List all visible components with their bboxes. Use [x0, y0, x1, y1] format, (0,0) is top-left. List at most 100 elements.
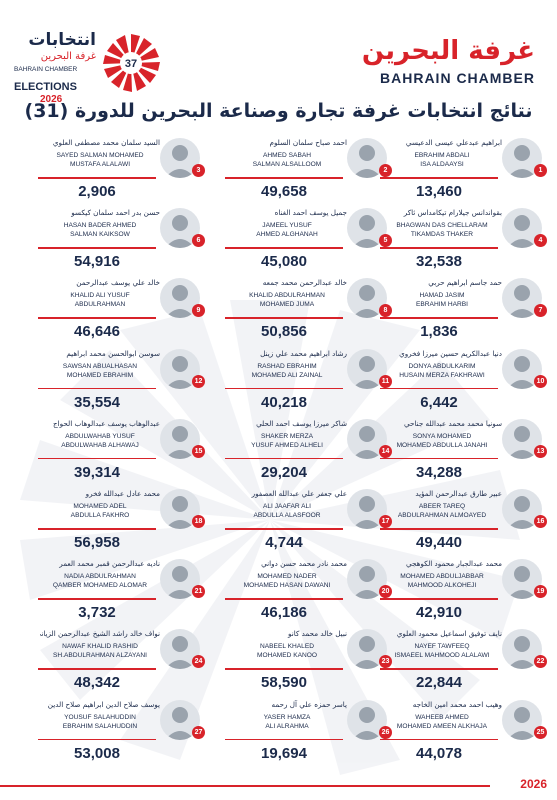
- candidate-name-en-line1: NADIA ABDULRAHMAN: [64, 573, 136, 581]
- candidate-divider: [38, 317, 156, 319]
- candidate-votes: 2,906: [78, 183, 116, 200]
- footer-divider: [0, 785, 490, 787]
- candidate-name-en-line1: SONYA MOHAMED: [412, 432, 472, 440]
- elections-title-en: ELECTIONS: [14, 81, 77, 93]
- candidate-card: عبير طارق عبدالرحمن المؤيد ABEER TAREQ ABD…: [380, 489, 547, 559]
- candidate-name-en: YOUSUF SALAHUDDIN EBRAHIM SALAHUDDIN: [40, 713, 160, 731]
- candidate-card: عبدالوهاب يوسف عبدالوهاب الحواج ABDULWAHA…: [38, 418, 205, 489]
- candidate-name-en: RASHAD EBRAHIM MOHAMED ALI ZAINAL: [227, 362, 347, 380]
- candidate-name-en-line2: MOHAMED JUMA: [259, 301, 315, 309]
- candidate-name-en-line1: RASHAD EBRAHIM: [257, 362, 317, 370]
- candidate-votes: 46,186: [261, 604, 307, 622]
- candidate-photo: [502, 489, 542, 529]
- candidate-name-en-line2: ABDULRAHMAN ALMOAYED: [397, 512, 487, 519]
- candidate-photo: [502, 629, 542, 670]
- candidate-divider: [38, 387, 156, 390]
- candidate-name-en: SHAKER MERZA YUSUF AHMED ALHELI: [227, 432, 347, 450]
- candidate-name-en: BHAGWAN DAS CHELLARAM TIKAMDAS THAKER: [382, 221, 502, 239]
- candidate-name-en-line2: TIKAMDAS THAKER: [410, 231, 474, 239]
- candidate-name-en-line1: SAWSAN ABUALHASAN: [62, 362, 138, 370]
- candidate-card: يوسف صلاح الدين ابراهيم صلاح الدين YOUSUF…: [38, 699, 205, 770]
- candidate-name-en-line1: KHALID ABDULRAHMAN: [249, 292, 325, 300]
- candidate-divider: [225, 457, 343, 460]
- candidate-name-en-line2: EBRAHIM HARBI: [415, 301, 469, 309]
- candidate-divider: [38, 668, 156, 670]
- candidate-name-ar: سوسن ابوالحسن محمد ابراهيم: [66, 348, 160, 358]
- candidate-card: محمد عبدالجبار محمود الكوهجي MOHAMED ABDU…: [380, 559, 547, 629]
- candidate-votes: 42,910: [416, 604, 462, 622]
- candidate-name-en-line1: AHMED SABAH: [263, 152, 311, 159]
- candidate-name-en-line2: MAHMOOD ALKOHEJI: [407, 582, 477, 590]
- candidate-name-en-line1: SHAKER MERZA: [260, 432, 314, 440]
- candidate-number-badge: 14: [379, 444, 392, 458]
- candidate-name-en: HASAN BADER AHMED SALMAN KAIKSOW: [40, 221, 160, 239]
- candidate-name-ar: حمد جاسم ابراهيم حربي: [428, 278, 502, 288]
- candidate-card: حمد جاسم ابراهيم حربي HAMAD JASIM EBRAHIM …: [380, 278, 547, 348]
- candidate-name-en-line1: JAMEEL YUSUF: [262, 222, 312, 230]
- candidate-divider: [380, 738, 498, 741]
- candidate-photo: [160, 629, 200, 670]
- candidate-name-en-line2: MOHAMED ABDULLA JANAHI: [396, 441, 488, 449]
- candidate-card: خالد عبدالرحمن محمد جمعه KHALID ABDULRAHM…: [225, 278, 392, 348]
- candidate-card: وهيب احمد محمد امين الخاجه WAHEEB AHMED MO…: [380, 699, 547, 770]
- candidate-name-en-line2: ABDULLA FAKHRO: [70, 512, 130, 519]
- chamber-name-en: BAHRAIN CHAMBER: [380, 70, 535, 86]
- candidate-card: ابراهيم عبدعلي عيسى الدعيسي EBRAHIM ABDAL…: [380, 138, 547, 208]
- candidate-name-en-line1: HASAN BADER AHMED: [63, 222, 137, 230]
- candidate-name-en-line2: ABDULRAHMAN: [74, 301, 126, 309]
- candidate-name-ar: عبدالوهاب يوسف عبدالوهاب الحواج: [53, 418, 160, 428]
- candidate-photo: [160, 348, 200, 389]
- candidate-card: دنيا عبدالكريم حسين ميرزا فخروي DONYA ABD…: [380, 348, 547, 419]
- candidate-card: خالد علي يوسف عبدالرحمن KHALID ALI YUSUF A…: [38, 278, 205, 348]
- candidate-number-badge: 18: [192, 515, 205, 528]
- candidate-name-en: WAHEEB AHMED MOHAMED AMEEN ALKHAJA: [382, 713, 502, 731]
- page-title: نتائج انتخابات غرفة تجارة وصناعة البحرين…: [24, 100, 533, 122]
- candidate-divider: [380, 247, 498, 249]
- candidate-name-en-line1: NAYEF TAWFEEQ: [414, 643, 470, 651]
- candidate-name-en-line2: QAMBER MOHAMED ALOMAR: [52, 582, 148, 590]
- candidate-votes: 3,732: [78, 604, 116, 622]
- candidate-name-ar: ناديه عبدالرحمن قمبر محمد العمر: [59, 559, 160, 569]
- candidate-card: سونيا محمد محمد عبدالله جناحي SONYA MOHAM…: [380, 418, 547, 489]
- candidate-divider: [225, 738, 343, 741]
- candidate-number-badge: 5: [379, 234, 392, 248]
- candidate-votes: 49,440: [416, 534, 462, 551]
- candidate-number-badge: 19: [534, 585, 547, 599]
- candidate-name-en: DONYA ABDULKARIM HUSAIN MERZA FAKHRAWI: [382, 362, 502, 380]
- candidate-divider: [225, 177, 343, 179]
- candidate-name-ar: حسن بدر احمد سلمان كيكسو: [71, 208, 160, 218]
- candidate-divider: [38, 528, 156, 530]
- candidate-name-ar: خالد علي يوسف عبدالرحمن: [76, 278, 160, 288]
- candidate-name-en: KHALID ABDULRAHMAN MOHAMED JUMA: [227, 291, 347, 309]
- candidate-divider: [380, 387, 498, 390]
- candidate-name-en-line2: EBRAHIM SALAHUDDIN: [62, 722, 138, 730]
- candidate-votes: 19,694: [261, 744, 307, 762]
- candidate-name-en: NADIA ABDULRAHMAN QAMBER MOHAMED ALOMAR: [40, 572, 160, 590]
- elections-logo: انتخابات غرفة البحرين BAHRAIN CHAMBER EL…: [14, 30, 164, 105]
- candidate-name-en-line2: MOHAMED KANOO: [256, 652, 318, 660]
- candidate-number-badge: 24: [192, 655, 205, 669]
- candidate-divider: [225, 598, 343, 600]
- candidate-name-en-line2: SALMAN ALSALLOOM: [252, 161, 322, 168]
- footer-year: 2026: [520, 777, 547, 791]
- candidate-name-ar: نايف توفيق اسماعيل محمود العلوي: [396, 629, 502, 639]
- candidate-card: شاكر ميرزا يوسف احمد الحلي SHAKER MERZA YU…: [225, 418, 392, 489]
- candidate-name-en-line2: MOHAMED ALI ZAINAL: [251, 371, 323, 379]
- candidate-votes: 1,836: [420, 323, 458, 341]
- candidate-divider: [38, 247, 156, 249]
- candidate-name-ar: نبيل خالد محمد كانو: [288, 629, 347, 639]
- candidate-number-badge: 3: [192, 164, 205, 177]
- candidate-name-en: NAYEF TAWFEEQ ISMAEEL MAHMOOD ALALAWI: [382, 642, 502, 660]
- candidate-divider: [38, 177, 156, 179]
- candidate-card: حسن بدر احمد سلمان كيكسو HASAN BADER AHME…: [38, 208, 205, 278]
- candidate-name-en-line2: YUSUF AHMED ALHELI: [251, 441, 323, 449]
- candidate-divider: [225, 528, 343, 530]
- candidate-votes: 44,078: [416, 744, 462, 762]
- candidate-card: رشاد ابراهيم محمد علي زينل RASHAD EBRAHIM…: [225, 348, 392, 419]
- candidate-photo: [160, 278, 200, 319]
- candidate-number-badge: 27: [192, 725, 205, 739]
- elections-subtitle-ar: غرفة البحرين: [40, 51, 96, 62]
- candidate-votes: 58,590: [261, 674, 307, 692]
- candidate-number-badge: 8: [379, 304, 392, 318]
- candidate-name-en: ALI JAAFAR ALI ABDULLA ALASFOOR: [227, 502, 347, 520]
